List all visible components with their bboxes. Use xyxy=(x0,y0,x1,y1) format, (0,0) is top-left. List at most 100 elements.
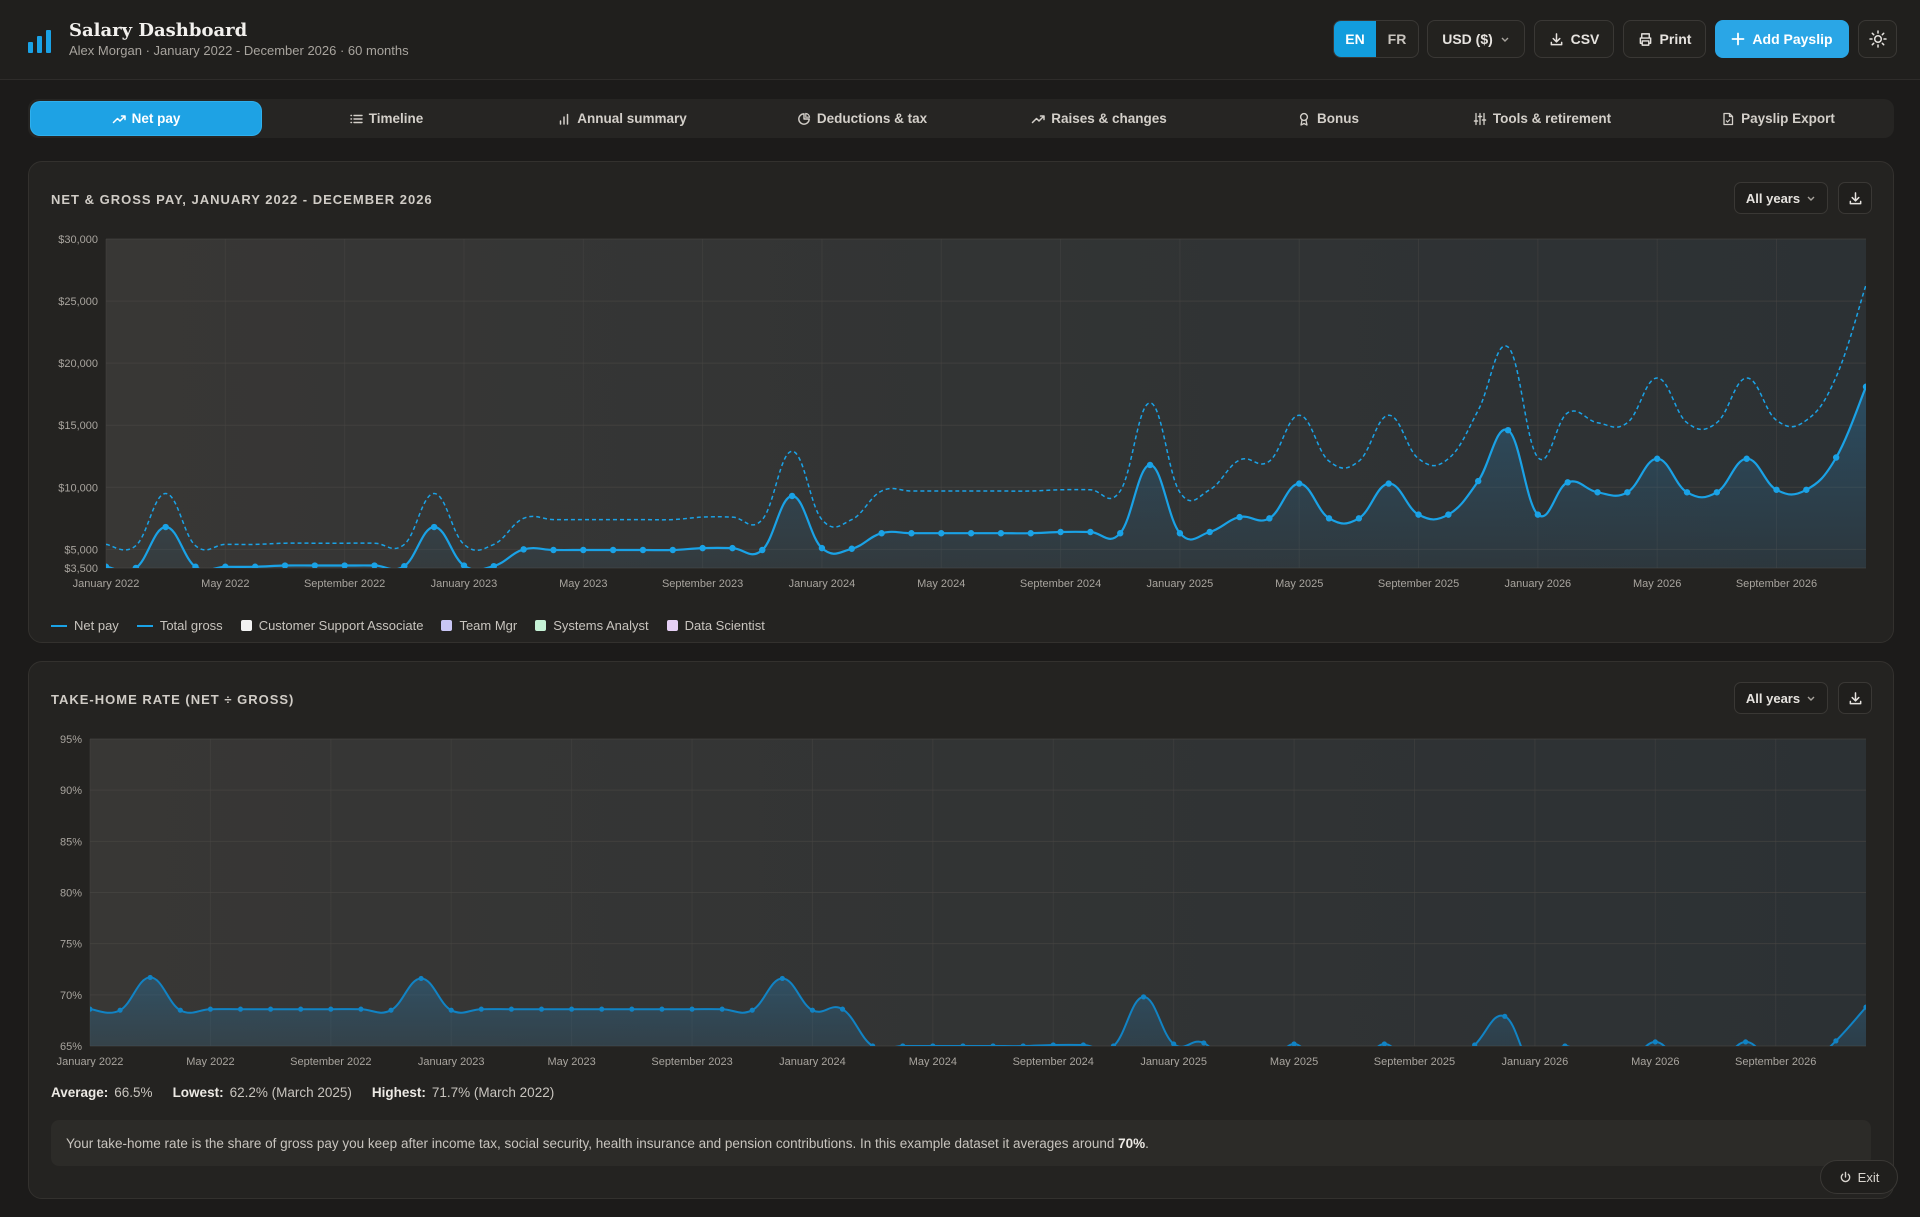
add-payslip-button[interactable]: Add Payslip xyxy=(1715,20,1849,58)
data-point xyxy=(1833,1038,1839,1044)
csv-button[interactable]: CSV xyxy=(1534,20,1614,58)
tab-label: Deductions & tax xyxy=(816,111,928,126)
data-point xyxy=(162,523,169,531)
y-tick-label: $10,000 xyxy=(58,482,98,494)
tab-raises-changes[interactable]: Raises & changes xyxy=(994,102,1204,135)
data-point xyxy=(1564,479,1571,486)
tab-deductions-tax[interactable]: Deductions & tax xyxy=(757,102,967,135)
plus-icon xyxy=(1732,32,1745,46)
legend-item[interactable]: Team Mgr xyxy=(441,618,517,633)
data-point xyxy=(1803,486,1810,493)
legend-item[interactable]: Customer Support Associate xyxy=(240,618,423,633)
data-point xyxy=(222,563,229,568)
data-point xyxy=(1652,1039,1658,1045)
data-point xyxy=(1087,528,1094,536)
data-point xyxy=(1325,515,1333,522)
add-payslip-label: Add Payslip xyxy=(1752,31,1833,47)
data-point xyxy=(538,1006,545,1012)
currency-value: USD ($) xyxy=(1442,31,1493,47)
data-point xyxy=(1201,1040,1207,1046)
tab-annual-summary[interactable]: Annual summary xyxy=(517,102,727,135)
x-tick-label: September 2023 xyxy=(662,578,743,590)
data-point xyxy=(1502,1013,1508,1019)
tab-label: Timeline xyxy=(368,111,424,126)
legend-item[interactable]: Data Scientist xyxy=(666,618,765,633)
take-home-chart: 65% 70% 75% 80% 85% 90% 95% January 2022 May 202… xyxy=(57,734,1866,1067)
x-tick-label: September 2024 xyxy=(1013,1056,1094,1067)
data-point xyxy=(341,562,348,568)
data-point xyxy=(639,546,647,554)
data-point xyxy=(1146,461,1154,469)
data-point xyxy=(1653,455,1661,462)
take-home-panel: TAKE-HOME RATE (NET ÷ GROSS) All years 6… xyxy=(28,661,1894,1199)
data-point xyxy=(580,546,587,554)
chevron-down-icon xyxy=(1807,696,1815,701)
year-filter-select[interactable]: All years xyxy=(1734,682,1828,714)
legend-color-swatch xyxy=(666,620,678,631)
y-tick-label: $30,000 xyxy=(58,234,98,246)
x-tick-label: January 2025 xyxy=(1147,578,1214,590)
data-point xyxy=(818,544,826,552)
legend-item[interactable]: Systems Analyst xyxy=(535,618,649,633)
data-point xyxy=(1863,1004,1866,1010)
x-tick-label: January 2023 xyxy=(431,578,498,590)
lang-fr-button[interactable]: FR xyxy=(1387,31,1407,47)
x-tick-label: January 2022 xyxy=(57,1056,124,1067)
tab-net-pay[interactable]: Net pay xyxy=(31,102,261,135)
printer-icon xyxy=(1639,32,1651,46)
x-tick-label: January 2024 xyxy=(789,578,856,590)
year-filter-select[interactable]: All years xyxy=(1734,182,1828,214)
x-tick-label: September 2022 xyxy=(304,578,385,590)
tab-label: Tools & retirement xyxy=(1492,111,1612,126)
series-area xyxy=(90,977,1866,1046)
legend-color-swatch xyxy=(441,620,453,631)
y-tick-label: 70% xyxy=(60,990,82,1002)
tab-label: Raises & changes xyxy=(1051,111,1167,126)
x-tick-label: January 2025 xyxy=(1140,1056,1207,1067)
download-icon xyxy=(1849,191,1861,204)
legend-color-swatch xyxy=(240,620,252,631)
currency-select[interactable]: USD ($) xyxy=(1427,20,1525,58)
app-subtitle: Alex Morgan · January 2022 - December 20… xyxy=(69,43,409,58)
take-home-note: Your take-home rate is the share of gros… xyxy=(51,1120,1871,1166)
legend-item[interactable]: Net pay xyxy=(51,618,119,633)
take-home-stats: Average: 66.5% Lowest: 62.2% (March 2025) … xyxy=(51,1085,554,1100)
data-point xyxy=(418,975,424,982)
tab-bonus[interactable]: Bonus xyxy=(1223,102,1433,135)
data-point xyxy=(328,1006,334,1012)
download-icon xyxy=(1550,32,1562,45)
lang-en-button[interactable]: EN xyxy=(1334,21,1376,57)
data-point xyxy=(689,1006,695,1012)
data-point xyxy=(550,546,557,554)
tab-timeline[interactable]: Timeline xyxy=(281,102,491,135)
exit-label: Exit xyxy=(1857,1169,1880,1185)
tab-payslip-export[interactable]: Payslip Export xyxy=(1673,102,1883,135)
data-point xyxy=(1472,1042,1478,1046)
x-tick-label: September 2025 xyxy=(1378,578,1459,590)
legend-item[interactable]: Total gross xyxy=(136,618,223,633)
data-point xyxy=(90,1006,93,1012)
data-point xyxy=(281,562,289,568)
data-point xyxy=(659,1006,665,1012)
panel-title: NET & GROSS PAY, JANUARY 2022 - DECEMBER… xyxy=(51,192,433,207)
exit-button[interactable]: Exit xyxy=(1820,1160,1898,1194)
x-tick-label: September 2025 xyxy=(1374,1056,1455,1067)
x-tick-label: January 2024 xyxy=(779,1056,846,1067)
app-header: Salary Dashboard Alex Morgan · January 2… xyxy=(0,0,1920,80)
print-button[interactable]: Print xyxy=(1623,20,1706,58)
data-point xyxy=(177,1007,183,1013)
data-point xyxy=(117,1007,123,1013)
chart-download-button[interactable] xyxy=(1838,682,1872,714)
tab-tools-retirement[interactable]: Tools & retirement xyxy=(1437,102,1647,135)
x-tick-label: September 2023 xyxy=(651,1056,732,1067)
data-point xyxy=(448,1007,454,1013)
data-point xyxy=(1020,1043,1026,1046)
legend-color-swatch xyxy=(535,620,547,631)
app-title: Salary Dashboard xyxy=(69,20,248,41)
data-point xyxy=(908,530,915,537)
data-point xyxy=(520,546,527,553)
data-point xyxy=(960,1043,966,1046)
data-point xyxy=(669,546,676,554)
theme-toggle-button[interactable] xyxy=(1858,20,1897,58)
chart-download-button[interactable] xyxy=(1838,182,1872,214)
